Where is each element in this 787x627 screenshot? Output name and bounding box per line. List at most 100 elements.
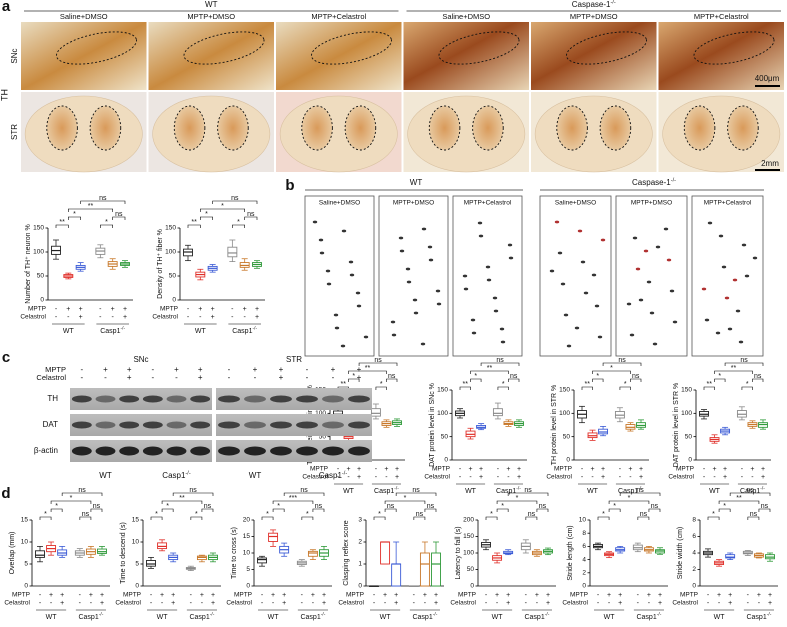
section-spot xyxy=(721,265,727,269)
brain-section xyxy=(24,95,143,173)
y-axis-label: DAT protein level in STR % xyxy=(673,383,680,468)
section-spot xyxy=(508,256,514,260)
y-tick-label: 100 xyxy=(463,550,474,557)
sig-label: ns xyxy=(528,511,536,518)
striatum xyxy=(428,105,461,151)
sig-bracket xyxy=(272,500,314,504)
snc-image xyxy=(658,22,784,90)
condition-sign: + xyxy=(346,466,350,473)
condition-sign: - xyxy=(190,600,193,607)
blot-band xyxy=(119,421,140,429)
condition-sign: - xyxy=(648,600,651,607)
condition-sign: + xyxy=(601,474,605,481)
blot-band xyxy=(348,421,370,429)
sig-bracket xyxy=(150,516,163,520)
group-label-sup: -/- xyxy=(342,470,347,476)
striatum xyxy=(301,105,333,151)
condition-sign: + xyxy=(171,592,175,599)
sig-bracket xyxy=(244,216,258,220)
y-tick-label: 2 xyxy=(692,566,696,573)
section-spot xyxy=(493,309,499,313)
sig-bracket xyxy=(90,508,103,512)
condition-sign: - xyxy=(104,373,107,382)
blot-band xyxy=(322,421,344,429)
box xyxy=(157,542,168,550)
section-spot xyxy=(462,274,468,278)
condition-sign: + xyxy=(79,306,83,313)
sig-label: * xyxy=(610,365,613,372)
sig-bracket xyxy=(508,378,520,382)
sig-label: * xyxy=(306,511,309,518)
group-label-sup: -/- xyxy=(252,325,257,331)
section-spot xyxy=(499,327,505,331)
y-tick-label: 50 xyxy=(467,566,475,573)
condition-label: Celastrol xyxy=(115,600,141,607)
sig-bracket xyxy=(619,386,631,390)
sig-bracket xyxy=(752,378,764,382)
sig-label: ** xyxy=(463,381,469,388)
sig-bracket xyxy=(630,378,642,382)
blot-band xyxy=(119,446,140,456)
condition-sign: - xyxy=(525,592,528,599)
y-tick-label: 150 xyxy=(559,387,570,394)
blot-band xyxy=(142,446,163,456)
section-spot xyxy=(557,251,563,255)
y-tick-label: 100 xyxy=(33,249,44,256)
condition-sign: + xyxy=(395,474,399,481)
y-tick-label: 10 xyxy=(132,539,140,546)
row-label: SNc xyxy=(10,48,19,63)
condition-sign: - xyxy=(373,600,376,607)
section-spot xyxy=(600,238,606,242)
y-tick-label: 0 xyxy=(246,583,250,590)
scale-bar-label: 400μm xyxy=(755,74,780,83)
blot-band xyxy=(244,395,266,403)
y-tick-label: 15 xyxy=(132,517,140,524)
condition-sign: + xyxy=(506,592,510,599)
section-spot xyxy=(390,320,396,324)
condition-sign: - xyxy=(703,474,706,481)
condition-sign: - xyxy=(55,314,58,321)
condition-sign: + xyxy=(103,365,108,374)
section-spot xyxy=(549,269,555,273)
condition-sign: + xyxy=(282,592,286,599)
condition-sign: - xyxy=(703,466,706,473)
y-tick-label: 8 xyxy=(692,517,696,524)
condition-sign: - xyxy=(80,365,83,374)
condition-sign: - xyxy=(581,466,584,473)
sig-label: * xyxy=(205,211,208,218)
condition-sign: + xyxy=(89,592,93,599)
sig-label: ns xyxy=(300,487,308,494)
sig-label: ns xyxy=(618,357,626,364)
condition-sign: + xyxy=(618,600,622,607)
condition-sign: - xyxy=(99,306,102,313)
section-spot xyxy=(554,220,560,224)
group-label-sup: -/- xyxy=(657,611,662,617)
condition-sign: + xyxy=(395,466,399,473)
genotype-header: Caspase-1 xyxy=(632,178,671,187)
condition-sign: - xyxy=(55,306,58,313)
condition-sign: - xyxy=(161,600,164,607)
y-tick-label: 0 xyxy=(358,583,362,590)
condition-sign: - xyxy=(373,592,376,599)
blot-band xyxy=(270,421,292,429)
condition-sign: + xyxy=(768,592,772,599)
group-label: Casp1 xyxy=(740,488,760,495)
condition-sign: + xyxy=(49,592,53,599)
condition-label: MPTP xyxy=(554,466,572,473)
condition-sign: - xyxy=(384,600,387,607)
y-tick-label: 3 xyxy=(358,517,362,524)
condition-sign: + xyxy=(601,466,605,473)
group-label-sup: -/- xyxy=(210,611,215,617)
striatum xyxy=(683,105,716,151)
y-tick-label: 20 xyxy=(243,517,251,524)
condition-sign: - xyxy=(497,474,500,481)
section-spot xyxy=(318,238,324,242)
y-tick-label: 4 xyxy=(582,556,586,563)
y-tick-label: 10 xyxy=(243,550,251,557)
blot-band xyxy=(71,421,92,429)
group-label-sup: -/- xyxy=(433,611,438,617)
section-spot xyxy=(436,302,442,306)
section-spot xyxy=(580,260,586,264)
section-spot xyxy=(632,236,638,240)
section-spot xyxy=(398,236,404,240)
